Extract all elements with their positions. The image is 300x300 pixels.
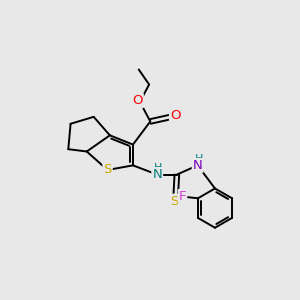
Text: H: H: [154, 163, 163, 173]
Text: N: N: [193, 159, 202, 172]
Text: S: S: [103, 164, 112, 176]
Text: H: H: [195, 154, 203, 164]
Text: S: S: [170, 195, 179, 208]
Text: N: N: [152, 168, 162, 181]
Text: F: F: [179, 190, 186, 203]
Text: O: O: [170, 109, 181, 122]
Text: O: O: [132, 94, 143, 107]
